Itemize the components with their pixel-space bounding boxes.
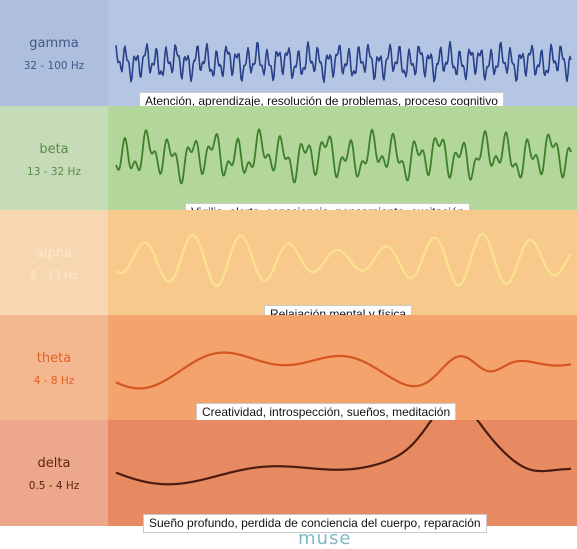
band-frequency-range: 13 - 32 Hz — [27, 166, 81, 178]
band-frequency-range: 32 - 100 Hz — [23, 60, 85, 72]
band-label-panel — [0, 106, 108, 210]
band-label-panel — [0, 420, 108, 526]
band-label-panel — [0, 315, 108, 420]
band-label-panel — [0, 0, 108, 106]
waveform-line — [115, 40, 572, 83]
band-gamma: gamma 32 - 100 Hz Atención, aprendizaje,… — [0, 0, 577, 111]
waveform-line — [115, 351, 572, 390]
band-alpha: alpha 8 - 13 Hz Relajación mental y físi… — [0, 210, 577, 324]
band-label-panel — [0, 210, 108, 315]
band-theta: theta 4 - 8 Hz Creatividad, introspecció… — [0, 315, 577, 422]
band-delta: delta 0.5 - 4 Hz Sueño profundo, perdida… — [0, 420, 577, 533]
wave-beta — [115, 128, 572, 185]
band-caption: Sueño profundo, perdida de conciencia de… — [143, 514, 487, 533]
wave-theta — [115, 351, 572, 390]
band-frequency-range: 8 - 13 Hz — [30, 270, 78, 282]
waveform-line — [115, 420, 572, 486]
waveform-line — [115, 128, 572, 185]
wave-alpha — [115, 233, 572, 288]
band-beta: beta 13 - 32 Hz Vigilia, alerta, conscie… — [0, 106, 577, 222]
waveform-line — [115, 233, 572, 288]
band-name: beta — [39, 142, 69, 157]
wave-gamma — [115, 40, 572, 83]
muse-logo: muse — [298, 528, 352, 549]
band-name: alpha — [35, 246, 73, 261]
band-name: delta — [37, 456, 71, 471]
wave-delta — [115, 420, 572, 486]
band-name: gamma — [29, 36, 79, 51]
band-name: theta — [36, 351, 72, 366]
band-frequency-range: 0.5 - 4 Hz — [28, 480, 80, 492]
band-frequency-range: 4 - 8 Hz — [33, 375, 75, 387]
